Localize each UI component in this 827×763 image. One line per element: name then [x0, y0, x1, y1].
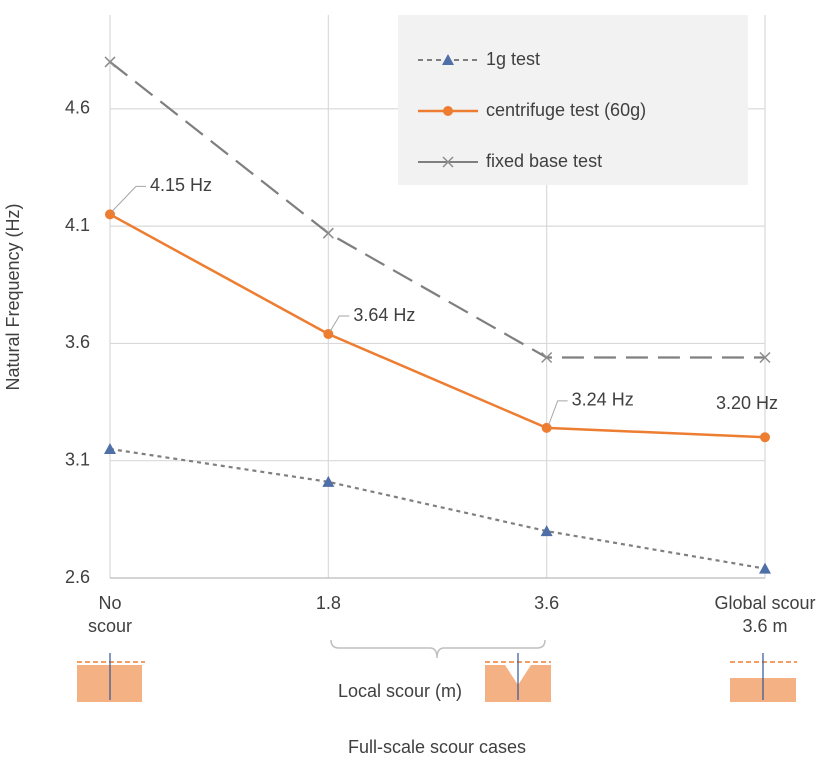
legend-marker	[442, 54, 454, 65]
y-tick-label: 2.6	[65, 567, 90, 587]
marker	[759, 562, 771, 574]
marker	[540, 525, 553, 537]
y-tick-label: 3.1	[65, 449, 90, 469]
y-tick-label: 4.1	[65, 215, 90, 235]
x-axis-title: Full-scale scour cases	[348, 737, 526, 757]
data-label: 3.24 Hz	[572, 390, 634, 410]
data-label: 3.64 Hz	[353, 305, 415, 325]
series-line	[109, 213, 766, 439]
x-tick-label: No scour	[87, 593, 132, 636]
marker	[104, 56, 116, 68]
y-axis-title: Natural Frequency (Hz)	[3, 203, 23, 390]
legend-marker	[442, 156, 454, 168]
data-label: 3.20 Hz	[716, 393, 778, 413]
x-tick-label: 3.6	[534, 593, 560, 613]
marker	[759, 351, 771, 364]
marker	[541, 351, 553, 364]
leader-line	[329, 315, 350, 332]
scour-icon	[77, 653, 145, 702]
series-line	[109, 61, 765, 359]
legend-label: fixed base test	[486, 151, 602, 171]
brace	[330, 639, 546, 659]
legend-marker	[443, 106, 453, 116]
marker	[323, 329, 334, 340]
annotation: Local scour (m)	[338, 681, 462, 701]
marker	[322, 475, 335, 487]
x-tick-label: 1.8	[315, 593, 341, 613]
leader-line	[111, 185, 146, 212]
data-label: 4.15 Hz	[150, 175, 212, 195]
legend-label: 1g test	[486, 49, 540, 69]
x-tick-label: Global scour 3.6 m	[714, 593, 816, 636]
marker	[105, 209, 115, 220]
scour-icon	[485, 653, 551, 702]
marker	[104, 442, 116, 454]
series-line	[109, 447, 766, 570]
marker	[322, 227, 334, 239]
marker	[541, 422, 552, 433]
legend-box	[398, 15, 748, 185]
y-tick-label: 4.6	[65, 98, 90, 118]
marker	[760, 432, 770, 443]
legend-label: centrifuge test (60g)	[486, 100, 646, 120]
scour-icon	[730, 653, 797, 702]
y-tick-label: 3.6	[65, 332, 90, 352]
leader-line	[548, 400, 568, 426]
